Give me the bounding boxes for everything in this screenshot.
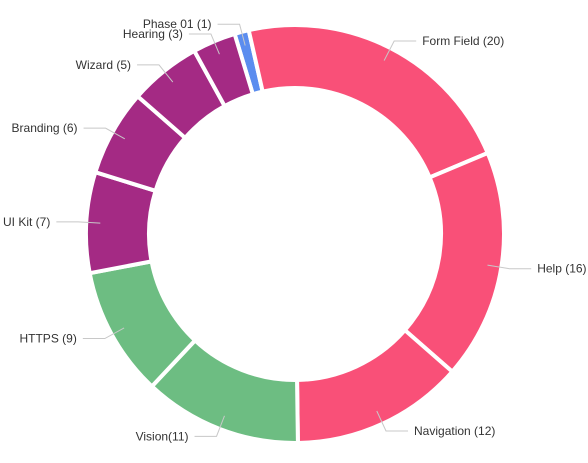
leader-line-help-16 <box>487 264 532 270</box>
slice-label-hearing-3: Hearing (3) <box>123 27 183 41</box>
leader-line-phase-01-1 <box>217 23 246 46</box>
leader-line-vision-11 <box>194 415 225 437</box>
slice-label-https-9: HTTPS (9) <box>19 332 76 346</box>
slice-label-wizard-5: Wizard (5) <box>76 58 131 72</box>
slice-label-form-field-20: Form Field (20) <box>422 34 504 48</box>
leader-line-form-field-20 <box>383 40 417 61</box>
leader-line-branding-6 <box>83 127 126 140</box>
leader-line-wizard-5 <box>137 64 174 83</box>
leader-line-hearing-3 <box>188 33 220 55</box>
labels-group: Phase 01 (1) Form Field (20) Help (16) Navi… <box>3 17 587 443</box>
slice-label-help-16: Help (16) <box>537 262 586 276</box>
slices-group <box>84 23 506 446</box>
slice-help-16[interactable] <box>402 150 506 375</box>
slice-hearing-3[interactable] <box>191 31 256 109</box>
slice-label-phase-01-1: Phase 01 (1) <box>143 17 212 31</box>
leader-line-navigation-12 <box>376 410 409 432</box>
slice-label-ui-kit-7: UI Kit (7) <box>3 215 50 229</box>
slice-label-navigation-12: Navigation (12) <box>414 424 495 438</box>
slice-label-branding-6: Branding (6) <box>12 121 78 135</box>
leader-line-https-9 <box>82 327 125 340</box>
leader-lines-group <box>56 23 532 437</box>
leader-line-ui-kit-7 <box>56 221 101 224</box>
slice-label-vision-11: Vision(11) <box>136 429 189 443</box>
